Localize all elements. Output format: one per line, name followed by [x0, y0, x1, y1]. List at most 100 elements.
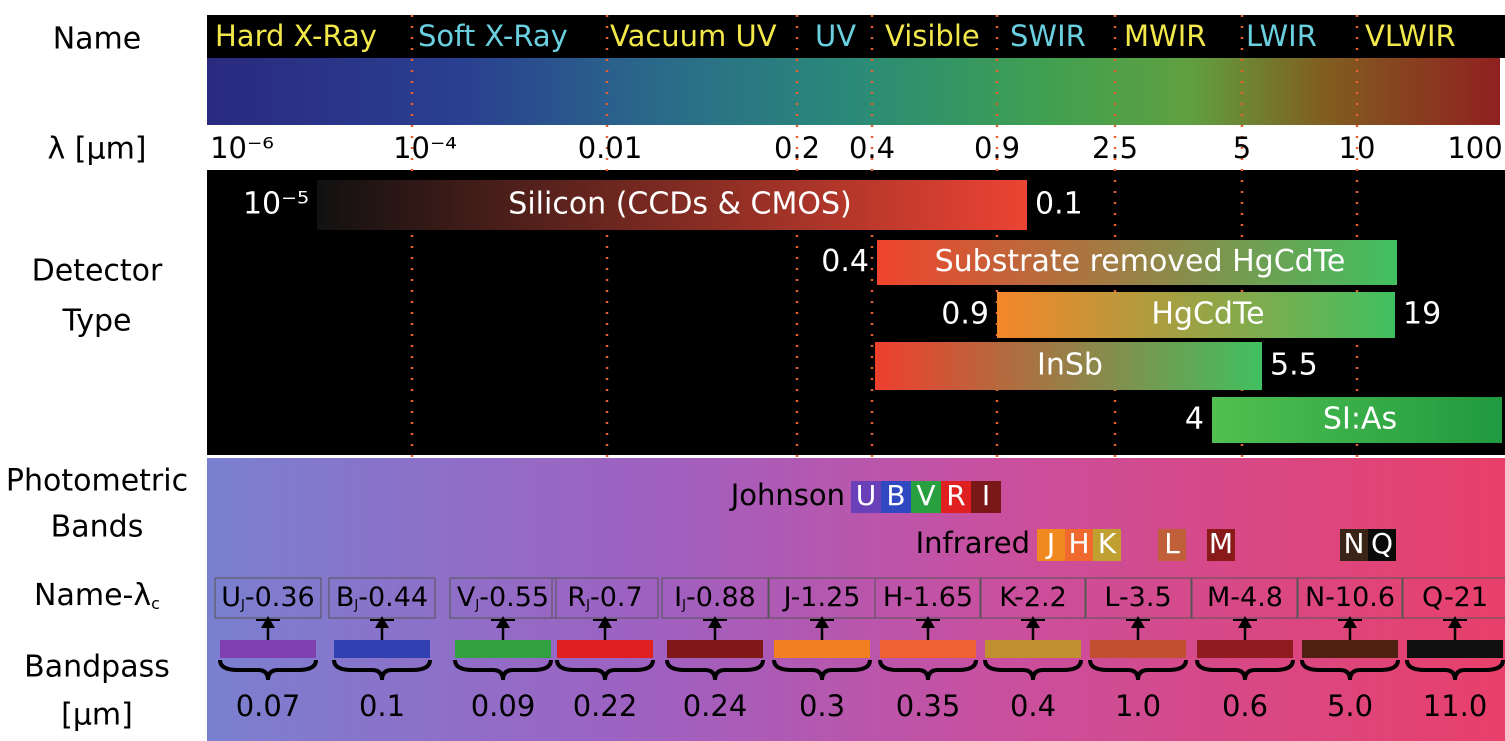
arrow-head	[1448, 616, 1462, 628]
arrow-head	[375, 616, 389, 628]
band-label: IJ-0.88	[674, 582, 756, 613]
letter-box	[1340, 529, 1368, 561]
brace	[878, 659, 978, 681]
detector-label: HgCdTe	[1151, 297, 1264, 332]
band-label: L-3.5	[1104, 582, 1171, 613]
wavelength-tick: 0.4	[849, 131, 895, 165]
detector-label: SI:As	[1323, 402, 1397, 437]
letter-box	[1065, 529, 1093, 561]
arrow-head	[1026, 616, 1040, 628]
letter: H	[1068, 527, 1089, 560]
arrow-head	[708, 616, 722, 628]
band-label-sub: J	[681, 598, 686, 613]
arrow-head	[815, 616, 829, 628]
letter: U	[856, 479, 877, 512]
bandpass-value: 0.09	[471, 689, 536, 723]
detector-label: Silicon (CCDs & CMOS)	[508, 187, 851, 222]
wavelength-tick: 0.9	[974, 131, 1020, 165]
letter-box	[1207, 529, 1235, 561]
band-label-name: B	[336, 582, 355, 613]
row-label: Bandpass	[24, 650, 170, 685]
bandpass-bar	[1302, 640, 1398, 658]
letter: M	[1209, 527, 1233, 560]
bandpass-bar	[334, 640, 430, 658]
wavelength-tick: 5	[1233, 131, 1251, 165]
bandpass-bar	[667, 640, 763, 658]
brace	[983, 659, 1083, 681]
bandpass-value: 0.24	[683, 689, 748, 723]
detector-bar	[875, 342, 1262, 390]
brace	[665, 659, 765, 681]
bandpass-bar	[1407, 640, 1503, 658]
arrow-head	[1238, 616, 1252, 628]
spectrum-name: Hard X-Ray	[215, 19, 377, 53]
brace	[332, 659, 432, 681]
detector-min: 4	[1185, 402, 1204, 437]
bandpass-value: 0.6	[1222, 689, 1268, 723]
detector-bar	[317, 180, 1027, 230]
bandpass-bar	[220, 640, 316, 658]
band-label-rest: -0.44	[358, 582, 428, 613]
row-label: Detector	[32, 254, 163, 289]
wavelength-tick: 0.2	[774, 131, 820, 165]
band-label-name: K-2.2	[999, 582, 1067, 613]
bandpass-value: 0.22	[573, 689, 638, 723]
bandpass-bar	[1197, 640, 1293, 658]
spectrum-name: UV	[815, 19, 856, 53]
row-label: Name	[53, 22, 142, 57]
brace	[453, 659, 553, 681]
arrow-head	[261, 616, 275, 628]
detector-max: 19	[1403, 297, 1441, 332]
letter: K	[1098, 527, 1117, 560]
wavelength-tick: 2.5	[1092, 131, 1138, 165]
brace	[1195, 659, 1295, 681]
detector-bar	[1212, 397, 1502, 443]
spectrum-name: LWIR	[1246, 19, 1317, 53]
brace	[555, 659, 655, 681]
band-label: J-1.25	[782, 582, 861, 613]
band-label-sub: J	[353, 598, 358, 613]
system-label: Johnson	[729, 478, 845, 512]
band-label: UJ-0.36	[221, 582, 314, 613]
band-label-name: Q-21	[1422, 582, 1488, 613]
spectrum-name: Vacuum UV	[610, 19, 777, 53]
letter-box	[1093, 529, 1121, 561]
letter-box	[1368, 529, 1396, 561]
arrow-head	[1131, 616, 1145, 628]
brace	[772, 659, 872, 681]
letter-box	[971, 481, 1001, 513]
band-label: N-10.6	[1305, 582, 1395, 613]
band-label-name: I	[674, 582, 682, 613]
band-label-name: U	[221, 582, 241, 613]
system-label: Infrared	[916, 526, 1030, 560]
detector-bar	[877, 240, 1397, 285]
spectrum-name: MWIR	[1124, 19, 1206, 53]
row-label-text: Name-λ	[34, 578, 151, 613]
letter: I	[982, 479, 990, 512]
band-label-sub: J	[474, 598, 479, 613]
detector-max: 0.1	[1035, 187, 1083, 222]
letter-box	[911, 481, 941, 513]
row-label: λ [μm]	[47, 132, 146, 167]
letter: J	[1045, 527, 1055, 560]
bandpass-bar	[985, 640, 1081, 658]
band-label-rest: -0.7	[590, 582, 643, 613]
spectrum-name: Visible	[885, 19, 980, 53]
letter-box	[1037, 529, 1065, 561]
band-label: VJ-0.55	[457, 582, 549, 613]
letter: N	[1344, 527, 1365, 560]
letter: V	[916, 479, 935, 512]
band-label-rest: -0.55	[479, 582, 549, 613]
letter: R	[946, 479, 965, 512]
spectrum-name: Soft X-Ray	[418, 19, 568, 53]
wavelength-tick: 100	[1447, 131, 1502, 165]
row-label: Name-λc	[34, 578, 160, 613]
bandpass-bar	[774, 640, 870, 658]
letter-box	[1158, 529, 1186, 561]
spectrum-bar	[207, 58, 1500, 125]
arrow-head	[921, 616, 935, 628]
band-label-sub: J	[585, 598, 590, 613]
arrow-head	[1343, 616, 1357, 628]
band-label: Q-21	[1422, 582, 1488, 613]
brace	[218, 659, 318, 681]
